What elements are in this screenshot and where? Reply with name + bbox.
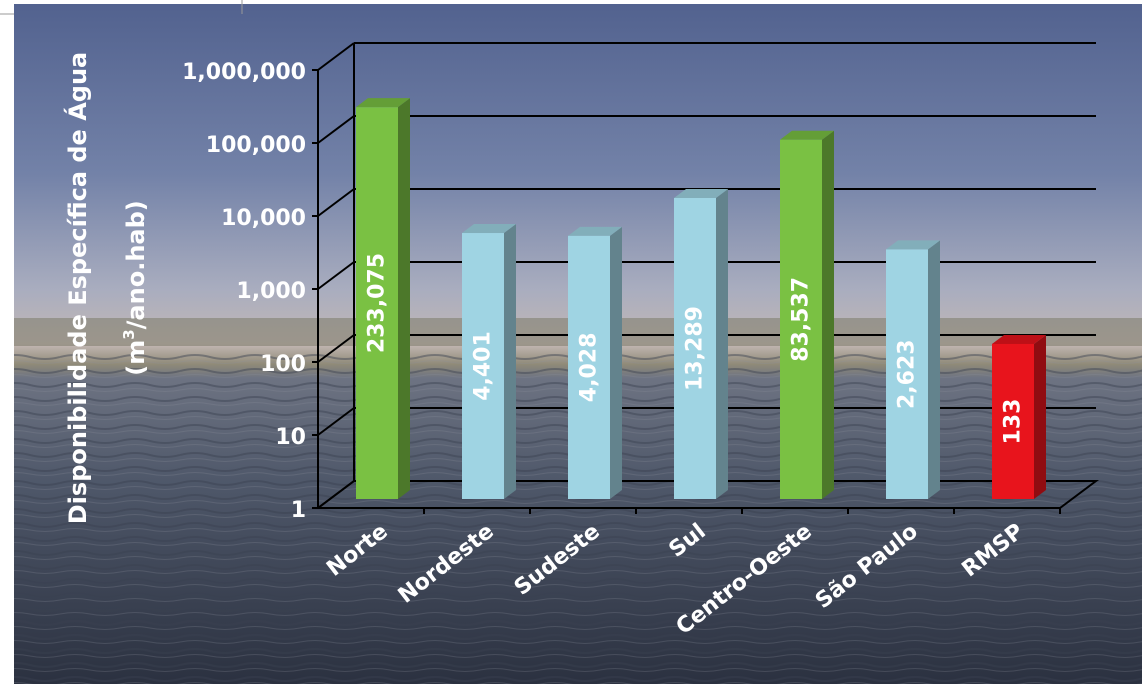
bar-front bbox=[462, 233, 504, 499]
bar-top bbox=[568, 226, 622, 236]
bar-front bbox=[356, 107, 398, 499]
bar-side bbox=[822, 130, 834, 500]
gridline-side bbox=[317, 115, 355, 144]
bar-front bbox=[568, 235, 610, 499]
data-label: 2,623 bbox=[895, 339, 920, 409]
bar-front bbox=[674, 197, 716, 500]
y-axis-title: Disponibilidade Específica de Água (m3/a… bbox=[63, 52, 150, 524]
background-photo bbox=[14, 4, 1142, 684]
y-tick-label: 10 bbox=[275, 425, 306, 450]
y-tick-label: 100,000 bbox=[206, 133, 306, 158]
gridline-side bbox=[317, 407, 355, 436]
bar-side bbox=[610, 226, 622, 499]
axes bbox=[312, 43, 1099, 514]
bar-top bbox=[356, 98, 410, 108]
bar-side bbox=[928, 240, 940, 499]
bar-nordeste bbox=[462, 224, 516, 499]
bars bbox=[356, 98, 1046, 500]
bar-sudeste bbox=[568, 226, 622, 499]
bar-side bbox=[716, 188, 728, 500]
gridline-side bbox=[317, 188, 355, 217]
bar-top bbox=[462, 224, 516, 234]
bar-side bbox=[1034, 334, 1046, 499]
y-tick-label: 10,000 bbox=[221, 206, 306, 231]
data-label: 4,401 bbox=[471, 331, 496, 401]
bar-top bbox=[780, 130, 834, 140]
bar-sul bbox=[674, 188, 728, 500]
bar-front bbox=[992, 343, 1034, 499]
bar-s-o-paulo bbox=[886, 240, 940, 499]
bar-front bbox=[780, 139, 822, 500]
chart-floor bbox=[315, 480, 1099, 509]
data-label: 4,028 bbox=[577, 333, 602, 403]
data-label: 233,075 bbox=[365, 253, 390, 353]
gridline-side bbox=[317, 261, 355, 290]
data-label: 133 bbox=[1001, 399, 1026, 445]
y-tick-label: 100 bbox=[260, 352, 306, 377]
data-label: 13,289 bbox=[683, 306, 708, 391]
y-tick-label: 1,000 bbox=[236, 279, 306, 304]
bar-side bbox=[398, 98, 410, 499]
data-label: 83,537 bbox=[789, 277, 814, 362]
bar-side bbox=[504, 224, 516, 499]
bar-top bbox=[674, 188, 728, 198]
bar-rmsp bbox=[992, 334, 1046, 499]
gridline-side bbox=[317, 334, 355, 363]
bar-norte bbox=[356, 98, 410, 499]
gridline-side bbox=[317, 42, 355, 71]
y-tick-label: 1,000,000 bbox=[182, 60, 306, 85]
y-axis-title-line2: (m3/ano.hab) bbox=[120, 200, 150, 376]
y-tick-label: 1 bbox=[291, 498, 306, 523]
bar-front bbox=[886, 249, 928, 499]
bar-top bbox=[992, 334, 1046, 344]
y-axis-title-line1: Disponibilidade Específica de Água bbox=[63, 52, 92, 524]
bar-top bbox=[886, 240, 940, 250]
bar-centro-oeste bbox=[780, 130, 834, 500]
